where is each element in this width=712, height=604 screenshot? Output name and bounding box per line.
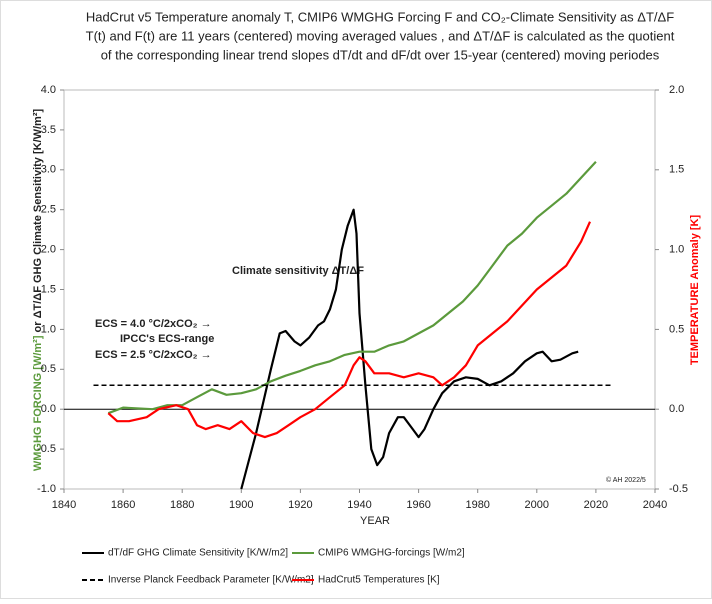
y-axis-title-part: or ΔT/ΔF GHG Climate Sensitivity [K/W/m²… bbox=[32, 109, 44, 336]
x-tick-label: 1900 bbox=[229, 499, 253, 511]
y2-tick-label: 1.5 bbox=[669, 164, 684, 176]
annotation: IPCC's ECS-range bbox=[120, 333, 214, 345]
y-tick-label: -1.0 bbox=[37, 483, 56, 495]
legend-label: Inverse Planck Feedback Parameter [K/W/m… bbox=[108, 575, 314, 586]
annotation: ECS = 2.5 °C/2xCO₂ → bbox=[95, 349, 212, 361]
title-line: HadCrut v5 Temperature anomaly T, CMIP6 … bbox=[86, 9, 674, 24]
title-line: T(t) and F(t) are 11 years (centered) mo… bbox=[86, 28, 675, 43]
annotation: Climate sensitivity ΔT/ΔF bbox=[232, 265, 364, 277]
y2-tick-label: 2.0 bbox=[669, 84, 684, 96]
y-tick-label: -0.5 bbox=[37, 443, 56, 455]
title-line: of the corresponding linear trend slopes… bbox=[101, 47, 660, 62]
y-axis-title-part: WMGHG FORCING [W/m²] bbox=[32, 335, 44, 471]
y-tick-label: 0.0 bbox=[41, 403, 56, 415]
series-line bbox=[240, 208, 579, 490]
x-tick-label: 1920 bbox=[288, 499, 312, 511]
y-tick-label: 1.5 bbox=[41, 283, 56, 295]
y-tick-label: 0.5 bbox=[41, 363, 56, 375]
x-tick-label: 2040 bbox=[643, 499, 667, 511]
y-tick-label: 3.0 bbox=[41, 164, 56, 176]
x-tick-label: 2020 bbox=[584, 499, 608, 511]
y2-tick-label: 0.5 bbox=[669, 323, 684, 335]
legend-label: HadCrut5 Temperatures [K] bbox=[318, 575, 440, 586]
y2-axis-title: TEMPERATURE Anomaly [K] bbox=[689, 214, 701, 365]
series-line bbox=[107, 221, 592, 439]
y2-tick-label: -0.5 bbox=[669, 483, 688, 495]
y-tick-label: 2.5 bbox=[41, 204, 56, 216]
x-tick-label: 1860 bbox=[111, 499, 135, 511]
annotation: ECS = 4.0 °C/2xCO₂ → bbox=[95, 318, 212, 330]
x-tick-label: 1980 bbox=[465, 499, 489, 511]
y2-tick-label: 1.0 bbox=[669, 244, 684, 256]
y2-tick-label: 0.0 bbox=[669, 403, 684, 415]
x-tick-label: 1880 bbox=[170, 499, 194, 511]
x-axis-title: YEAR bbox=[360, 515, 390, 527]
x-tick-label: 2000 bbox=[525, 499, 549, 511]
y-tick-label: 2.0 bbox=[41, 244, 56, 256]
y-tick-label: 4.0 bbox=[41, 84, 56, 96]
y-axis-title: WMGHG FORCING [W/m²] or ΔT/ΔF GHG Climat… bbox=[32, 109, 44, 472]
annotation: © AH 2022/5 bbox=[606, 476, 646, 484]
y-tick-label: 1.0 bbox=[41, 323, 56, 335]
legend-label: CMIP6 WMGHG-forcings [W/m2] bbox=[318, 548, 465, 559]
x-tick-label: 1940 bbox=[347, 499, 371, 511]
series-line bbox=[107, 161, 597, 415]
x-tick-label: 1840 bbox=[52, 499, 76, 511]
y-tick-label: 3.5 bbox=[41, 124, 56, 136]
x-tick-label: 1960 bbox=[406, 499, 430, 511]
legend-label: dT/dF GHG Climate Sensitivity [K/W/m2] bbox=[108, 548, 288, 559]
